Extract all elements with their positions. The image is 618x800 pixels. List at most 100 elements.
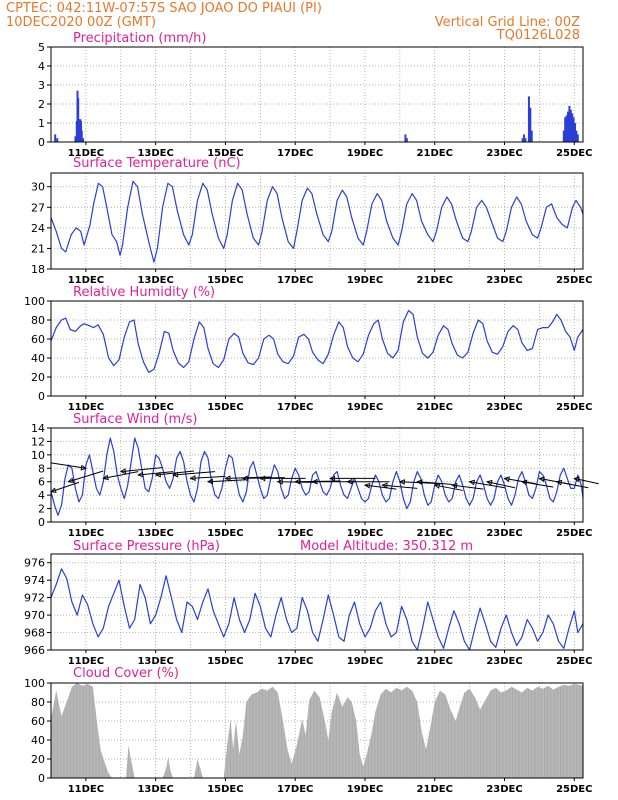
wind-arrow-head [555, 479, 563, 486]
wind-arrow-head [259, 475, 266, 482]
chart-1-bar [572, 117, 575, 142]
wind-arrow-head [573, 476, 580, 483]
header: CPTEC: 042:11W-07:57S SAO JOAO DO PIAUI … [6, 1, 580, 43]
chart-3-xtick-label: 15DEC [207, 402, 243, 413]
chart-3-series-line [50, 309, 584, 373]
wind-arrow-head [538, 476, 545, 483]
chart-5-surface-pressure-hpa: 966 968 970 972 974 976 11DEC 13DEC 15DEC 17DEC 19… [24, 539, 592, 667]
chart-1-bar [56, 138, 59, 142]
chart-1-bar [566, 111, 569, 142]
chart-3-ytick-label: 20 [31, 371, 45, 384]
chart-1-bar [564, 117, 567, 142]
chart-5-xtick-label: 19DEC [347, 656, 383, 667]
chart-4-wind-arrow [346, 478, 390, 485]
wind-arrow-head [276, 478, 283, 485]
wind-arrow-head [468, 479, 475, 486]
chart-2-xtick-label: 17DEC [277, 275, 313, 286]
chart-2-ytick-label: 21 [31, 242, 45, 255]
wind-arrow-shaft [173, 471, 216, 476]
chart-6-xtick-label: 17DEC [277, 784, 313, 795]
chart-6-xtick-label: 23DEC [486, 784, 522, 795]
chart-4-xtick-label: 23DEC [486, 528, 522, 539]
chart-5-frame [50, 553, 584, 651]
chart-1-bar [562, 130, 565, 142]
wind-arrow-head [241, 475, 248, 482]
chart-3-xtick-label: 21DEC [417, 402, 453, 413]
wind-arrow-head [102, 474, 109, 481]
chart-4-wind-arrow [102, 471, 139, 481]
chart-2-title: Surface Temperature (nC) [73, 156, 241, 171]
wind-arrow-shaft [207, 479, 247, 483]
chart-4-wind-arrow [189, 475, 226, 481]
chart-4-title: Surface Wind (m/s) [73, 412, 197, 427]
chart-4-wind-arrow [486, 479, 516, 489]
chart-4-wind-arrow [259, 475, 306, 482]
wind-arrow-head [520, 479, 528, 486]
wind-arrow-shaft [417, 481, 453, 485]
chart-1-bar [571, 113, 574, 142]
chart-6-ytick-label: 80 [31, 696, 45, 709]
chart-4-wind-arrow [555, 479, 589, 489]
chart-4-xtick-label: 11DEC [68, 528, 104, 539]
chart-5-xtick-label: 23DEC [486, 656, 522, 667]
wind-arrow-head [363, 482, 371, 489]
wind-arrow-head [154, 471, 161, 478]
chart-4-wind-arrow [363, 482, 397, 490]
chart-4-ytick-label: 6 [38, 476, 45, 489]
station-line: CPTEC: 042:11W-07:57S SAO JOAO DO PIAUI … [6, 1, 322, 16]
chart-2-xtick-label: 11DEC [68, 275, 104, 286]
chart-1-bar [404, 134, 407, 142]
chart-6-ytick-label: 0 [38, 772, 45, 785]
chart-1-bar [54, 134, 57, 142]
chart-5-xtick-label: 25DEC [556, 656, 592, 667]
chart-1-ytick-label: 5 [38, 41, 45, 54]
chart-4-wind-arrow [468, 479, 505, 489]
wind-arrow-head [503, 476, 510, 483]
wind-arrow-head [189, 475, 196, 481]
wind-arrow-head [329, 475, 336, 482]
chart-2-ytick-label: 18 [31, 263, 45, 276]
chart-4-xtick-label: 21DEC [417, 528, 453, 539]
chart-4-ytick-label: 2 [38, 503, 45, 516]
chart-1-bar [82, 138, 85, 142]
chart-6-xtick-label: 15DEC [207, 784, 243, 795]
chart-1-bar [405, 138, 408, 142]
chart-1-bar [573, 123, 576, 142]
wind-arrow-shaft [382, 484, 418, 489]
chart-4-ytick-label: 8 [38, 462, 45, 475]
wind-arrow-head [381, 482, 388, 489]
chart-4-wind-arrow [50, 481, 80, 493]
chart-4-wind-arrow [119, 467, 163, 475]
chart-3-xtick-label: 13DEC [137, 402, 173, 413]
wind-arrow-head [137, 471, 144, 478]
chart-3-relative-humidity: 0 20 40 60 80 100 11DEC 13DEC 15DEC 17DEC 19DEC 21D… [24, 285, 592, 413]
chart-4-wind-arrow [433, 483, 463, 491]
chart-1-xtick-label: 17DEC [277, 148, 313, 159]
model-id: TQ0126L028 [496, 28, 580, 43]
chart-2-xtick-label: 23DEC [486, 275, 522, 286]
chart-1-xtick-label: 15DEC [207, 148, 243, 159]
chart-1-ytick-label: 3 [38, 79, 45, 92]
wind-arrow-head [80, 464, 87, 471]
wind-arrow-head [206, 478, 214, 485]
chart-5-series-line [50, 568, 584, 651]
chart-4-xtick-label: 15DEC [207, 528, 243, 539]
wind-arrow-head [433, 483, 441, 489]
chart-1-bar [568, 105, 571, 142]
chart-5-ytick-label: 976 [24, 557, 45, 570]
chart-6-frame [50, 682, 584, 779]
chart-1-bar [576, 134, 579, 142]
chart-1-bar [565, 115, 568, 142]
wind-arrow-shaft [469, 481, 505, 489]
chart-4-wind-arrow [573, 476, 599, 485]
chart-4-wind-arrow [503, 476, 536, 485]
chart-1-precipitation-mm-h: 0 1 2 3 4 5 11DEC 13DEC 15DEC 17DEC 19DEC 21DEC 23DE… [38, 31, 592, 159]
wind-arrow-head [294, 478, 301, 485]
chart-1-ytick-label: 0 [38, 136, 45, 149]
chart-6-xtick-label: 21DEC [417, 784, 453, 795]
chart-1-bar [74, 136, 77, 142]
chart-3-ytick-label: 100 [24, 295, 45, 308]
chart-4-frame [50, 427, 584, 523]
